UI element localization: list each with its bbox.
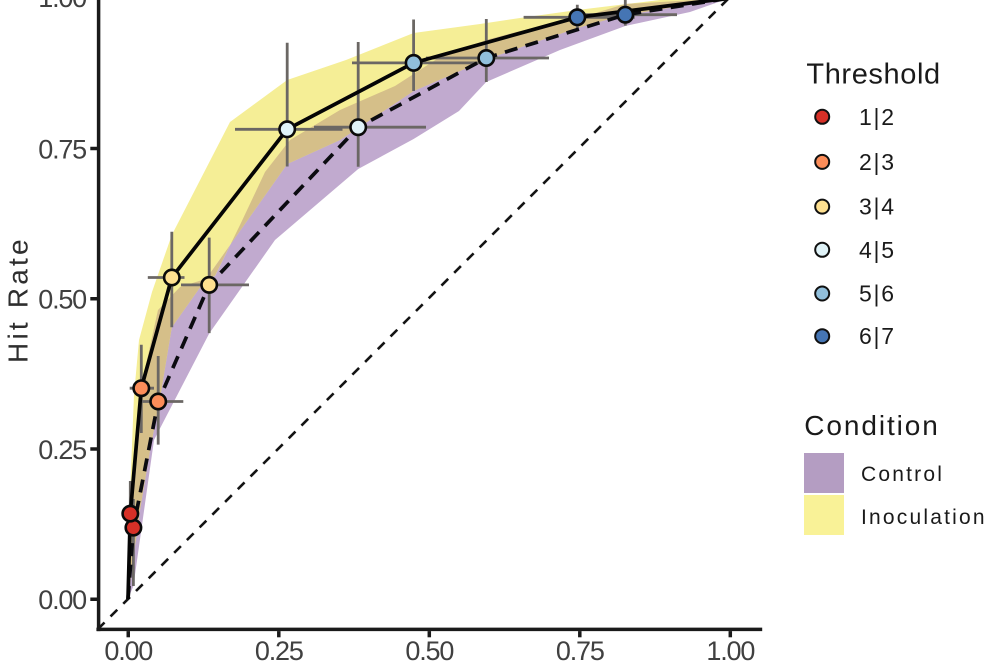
svg-text:Inoculation: Inoculation bbox=[861, 506, 987, 529]
svg-text:1.00: 1.00 bbox=[706, 636, 754, 666]
svg-text:1|2: 1|2 bbox=[859, 104, 896, 130]
svg-text:0.25: 0.25 bbox=[255, 636, 303, 666]
svg-text:5|6: 5|6 bbox=[859, 281, 896, 307]
svg-text:Threshold: Threshold bbox=[806, 58, 940, 90]
svg-text:Condition: Condition bbox=[804, 410, 939, 441]
svg-text:Hit Rate: Hit Rate bbox=[3, 236, 34, 363]
svg-text:0.00: 0.00 bbox=[104, 636, 152, 666]
svg-text:3|4: 3|4 bbox=[859, 194, 896, 220]
svg-text:0.50: 0.50 bbox=[38, 285, 86, 315]
svg-text:4|5: 4|5 bbox=[859, 237, 896, 263]
svg-text:0.50: 0.50 bbox=[405, 636, 453, 666]
svg-text:2|3: 2|3 bbox=[859, 149, 896, 175]
svg-text:1.00: 1.00 bbox=[38, 0, 86, 13]
svg-text:Control: Control bbox=[861, 463, 944, 486]
svg-text:0.25: 0.25 bbox=[38, 435, 86, 465]
svg-text:0.00: 0.00 bbox=[38, 585, 86, 615]
svg-text:6|7: 6|7 bbox=[859, 323, 896, 349]
svg-text:0.75: 0.75 bbox=[556, 636, 604, 666]
svg-text:0.75: 0.75 bbox=[38, 134, 86, 164]
